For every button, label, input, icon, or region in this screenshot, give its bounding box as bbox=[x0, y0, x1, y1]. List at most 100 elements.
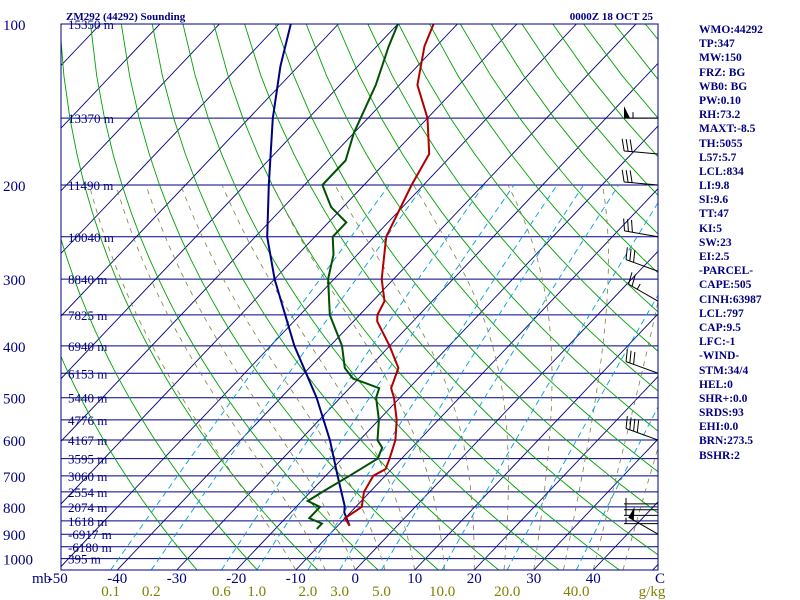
plot-frame bbox=[60, 23, 659, 571]
height-label: 4776 m bbox=[68, 413, 107, 428]
mixing-ratio-tick-label: 20.0 bbox=[494, 584, 520, 600]
dry-adiabat-line bbox=[429, 24, 658, 313]
moist-adiabat-line bbox=[592, 299, 658, 570]
isotherm-line bbox=[61, 24, 577, 568]
stat-item: RH:73.2 bbox=[699, 109, 741, 122]
isotherm-line bbox=[116, 24, 637, 570]
temperature-tick-label: -50 bbox=[48, 571, 68, 587]
stat-item: HEL:0 bbox=[699, 378, 733, 391]
isotherm-line bbox=[176, 62, 658, 570]
mixing-ratio-tick-label: 3.0 bbox=[330, 584, 349, 600]
isotherm-line bbox=[61, 24, 518, 505]
stat-item: PW:0.10 bbox=[699, 94, 741, 107]
stat-item: SW:23 bbox=[699, 236, 732, 249]
isotherm-line bbox=[61, 24, 280, 255]
wind-barb-staff bbox=[625, 361, 659, 374]
wind-barb bbox=[625, 247, 659, 272]
wind-barb bbox=[621, 169, 659, 186]
height-label: 8840 m bbox=[68, 272, 107, 287]
dewpoint-profile-line bbox=[305, 24, 399, 530]
chart-title: ZM292 (44292) Sounding bbox=[66, 11, 186, 23]
wind-barb-flag bbox=[625, 139, 629, 152]
height-label: 5440 m bbox=[68, 391, 107, 406]
mixing-ratio-line bbox=[339, 184, 584, 570]
stat-item: TH:5055 bbox=[699, 137, 743, 150]
wind-barb bbox=[624, 497, 658, 505]
height-label: 2554 m bbox=[68, 485, 107, 500]
stat-item: L57:5.7 bbox=[699, 151, 737, 164]
mixing-ratio-line bbox=[150, 184, 425, 570]
isotherm-line bbox=[414, 313, 658, 570]
wind-barb bbox=[624, 106, 658, 119]
height-label: -6180 m bbox=[68, 540, 112, 555]
wind-barb bbox=[624, 509, 658, 516]
isotherm-line bbox=[61, 24, 339, 317]
temperature-tick-label: 20 bbox=[467, 571, 482, 587]
isotherm-line bbox=[235, 125, 658, 570]
height-label: 6940 m bbox=[68, 339, 107, 354]
isotherm-line bbox=[61, 24, 458, 442]
mixing-ratio-line bbox=[575, 406, 658, 570]
pressure-tick-label: 400 bbox=[3, 340, 26, 356]
wind-barbs bbox=[621, 106, 659, 535]
wind-barb-staff bbox=[624, 230, 659, 238]
stability-indices-panel: WMO:44292 TP:347 MW:150 FRZ: BG WB0: BG PW:0.… bbox=[699, 23, 799, 463]
stat-item: -PARCEL- bbox=[699, 265, 754, 278]
pressure-tick-label: 300 bbox=[3, 273, 26, 289]
pressure-tick-label: 100 bbox=[3, 18, 26, 34]
mixing-ratio-tick-label: 0.6 bbox=[212, 584, 231, 600]
wind-barb-flag bbox=[633, 418, 636, 432]
wind-barb-flag bbox=[625, 349, 628, 362]
dry-adiabat-line bbox=[336, 24, 658, 432]
wind-barb-flag bbox=[628, 272, 633, 285]
temperature-tick-label: 40 bbox=[586, 571, 601, 587]
dry-adiabat-line bbox=[120, 24, 439, 570]
moist-adiabat-line bbox=[272, 184, 445, 570]
stat-item: LCL:834 bbox=[699, 165, 744, 178]
height-label: 3595 m bbox=[68, 452, 107, 467]
stat-item: TT:47 bbox=[699, 208, 729, 221]
dry-adiabat-line bbox=[459, 24, 658, 274]
wind-barb-flag bbox=[633, 249, 636, 263]
isotherm-line bbox=[61, 24, 399, 380]
wind-barb-staff bbox=[625, 259, 659, 272]
height-label: 4167 m bbox=[68, 433, 107, 448]
isotherm-line bbox=[61, 24, 161, 129]
stat-item: -WIND- bbox=[699, 350, 740, 363]
stat-item: BSHR:2 bbox=[699, 449, 740, 462]
pressure-tick-label: 500 bbox=[3, 392, 26, 408]
stat-item: EI:2.5 bbox=[699, 251, 730, 263]
height-label: 3060 m bbox=[68, 469, 107, 484]
wind-barb bbox=[625, 349, 659, 374]
temperature-tick-label: -20 bbox=[226, 571, 246, 587]
isotherm-line bbox=[0, 24, 41, 570]
wind-barb-flag bbox=[629, 170, 633, 183]
height-label: 13370 m bbox=[68, 111, 114, 126]
wind-barb bbox=[623, 218, 659, 238]
moist-adiabat-line bbox=[88, 184, 297, 570]
isotherm-line bbox=[533, 438, 658, 570]
moist-adiabat-line bbox=[622, 446, 658, 570]
stat-item: EHI:0.0 bbox=[699, 421, 739, 434]
wind-barb-flag bbox=[629, 417, 632, 430]
temperature-tick-label: 30 bbox=[526, 571, 541, 587]
height-label: -6917 m bbox=[68, 527, 112, 542]
dry-adiabat-line bbox=[61, 355, 198, 570]
height-label: 7825 m bbox=[68, 308, 107, 323]
pressure-axis-unit: mb bbox=[32, 571, 51, 587]
isotherm-line bbox=[473, 375, 658, 570]
stat-item: WB0: BG bbox=[699, 80, 748, 93]
dry-adiabat-line bbox=[398, 24, 658, 352]
mixing-ratio-line bbox=[256, 184, 515, 570]
stat-item: LFC:-1 bbox=[699, 336, 736, 349]
stat-item: MAXT:-8.5 bbox=[699, 123, 756, 136]
mixing-ratio-line bbox=[381, 184, 620, 570]
wind-barb-flag bbox=[625, 247, 628, 260]
dry-adiabat-line bbox=[213, 24, 620, 570]
temperature-tick-label: -40 bbox=[107, 571, 127, 587]
wind-barb-pennant bbox=[624, 106, 630, 119]
parcel-profile-line bbox=[266, 24, 351, 527]
height-label: 1618 m bbox=[68, 514, 107, 529]
dry-adiabat-line bbox=[182, 24, 560, 570]
